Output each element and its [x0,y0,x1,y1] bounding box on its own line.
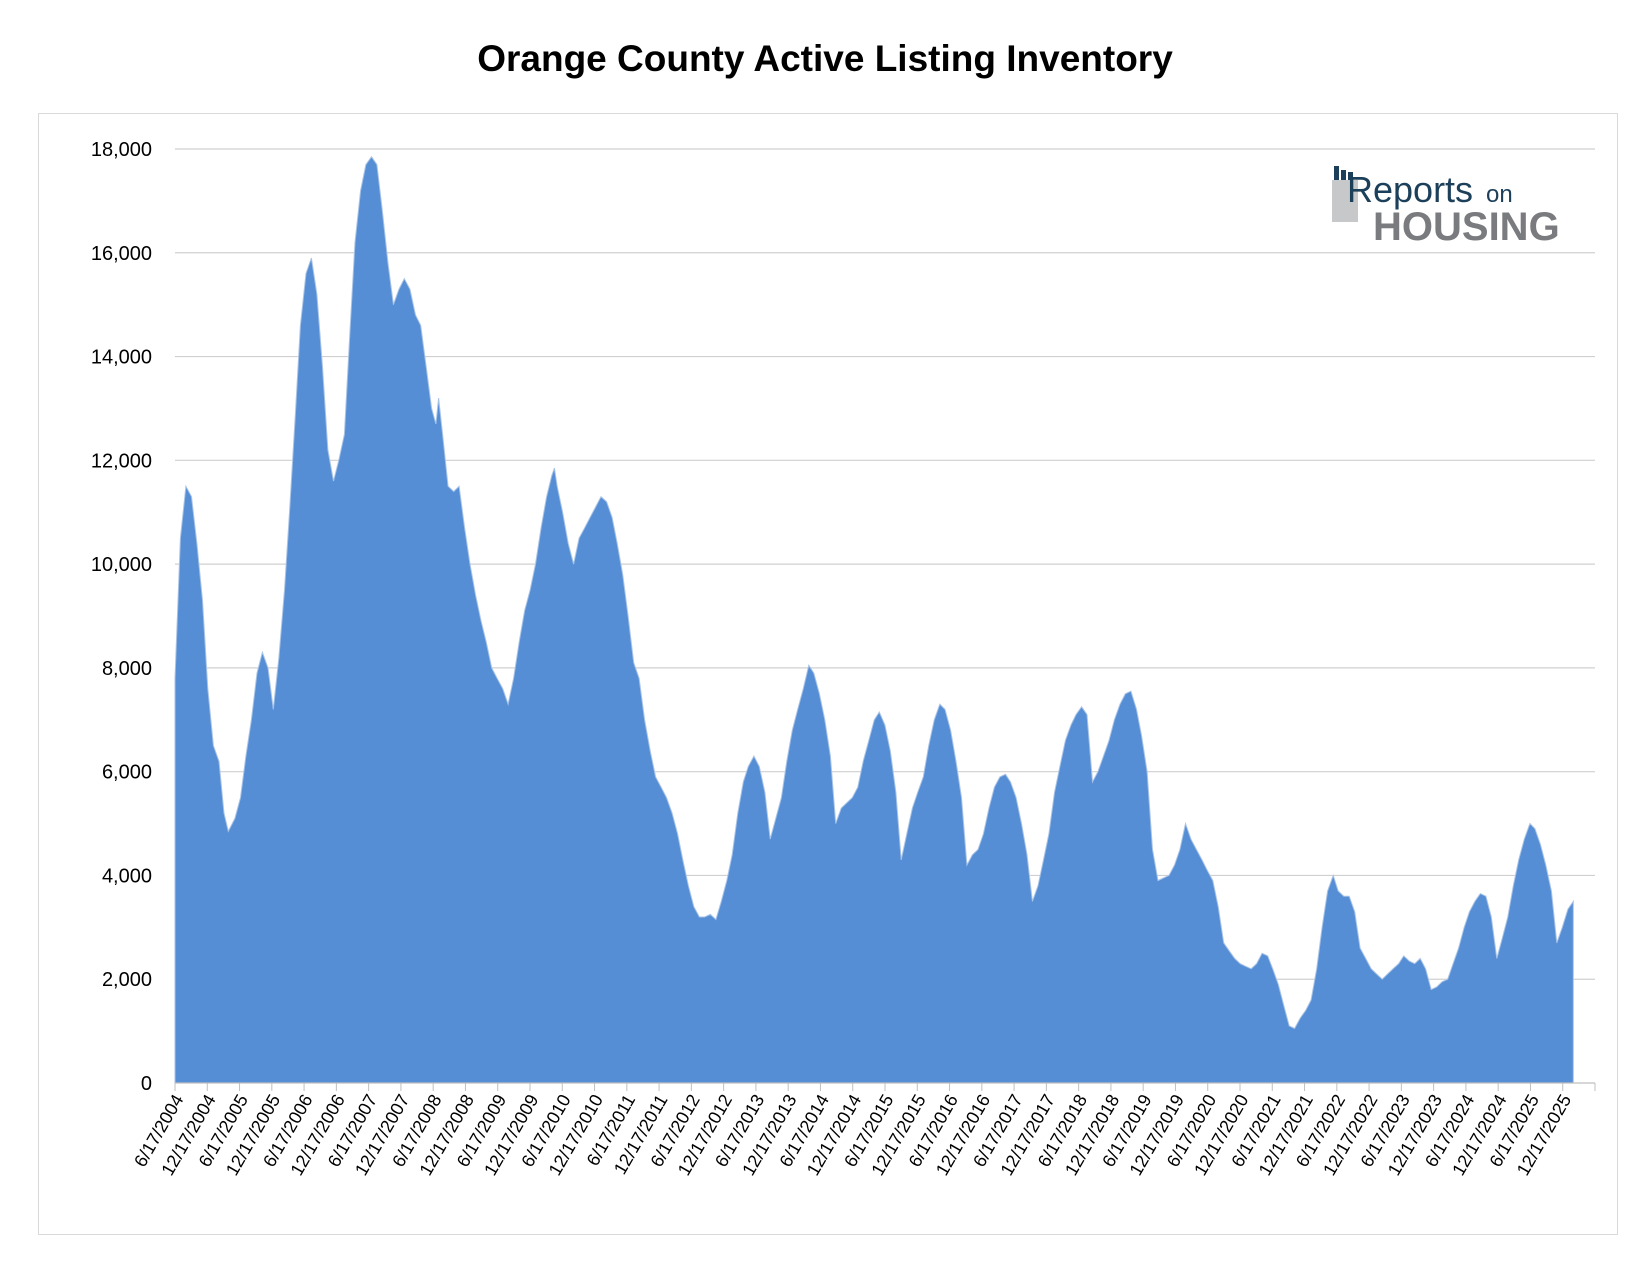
area-series-fill [174,155,1574,1084]
y-tick-label: 12,000 [91,450,152,472]
y-tick-label: 18,000 [91,139,152,161]
y-tick-label: 2,000 [102,969,152,991]
y-tick-label: 0 [141,1073,152,1095]
y-tick-label: 6,000 [102,762,152,784]
logo-bar-icon [1348,172,1353,180]
chart-frame [38,113,1618,1235]
y-tick-label: 14,000 [91,347,152,369]
logo-on-text: on [1486,181,1513,208]
area-series [174,155,1574,1084]
chart-title: Orange County Active Listing Inventory [477,38,1173,79]
y-tick-label: 16,000 [91,243,152,265]
logo-reports-text: Reports [1347,169,1473,210]
y-tick-label: 8,000 [102,658,152,680]
reports-on-housing-logo: Reports on HOUSING [1332,166,1560,249]
logo-bar-icon [1334,166,1339,180]
logo-bar-icon [1341,170,1346,180]
y-tick-label: 10,000 [91,554,152,576]
y-tick-label: 4,000 [102,865,152,887]
logo-housing-text: HOUSING [1373,205,1560,249]
logo-square-icon [1332,180,1358,222]
